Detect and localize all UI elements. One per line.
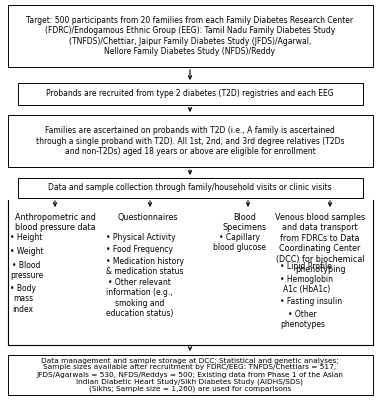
Bar <box>8 5 373 67</box>
Text: Data and sample collection through family/household visits or clinic visits: Data and sample collection through famil… <box>48 184 332 192</box>
Text: • Medication history
& medication status: • Medication history & medication status <box>106 257 184 276</box>
Text: Anthropometric and
blood pressure data: Anthropometric and blood pressure data <box>14 213 95 232</box>
Text: • Other relevant
information (e.g.,
smoking and
education status): • Other relevant information (e.g., smok… <box>106 278 173 318</box>
Text: Questionnaires: Questionnaires <box>118 213 178 222</box>
Text: • Other
phenotypes: • Other phenotypes <box>280 310 325 330</box>
Text: Families are ascertained on probands with T2D (i.e., A family is ascertained
thr: Families are ascertained on probands wit… <box>36 126 344 156</box>
Text: • Blood
pressure: • Blood pressure <box>10 261 43 280</box>
Bar <box>18 83 363 105</box>
Text: Data management and sample storage at DCC; Statistical and genetic analyses;
Sam: Data management and sample storage at DC… <box>37 358 344 392</box>
Bar <box>8 115 373 167</box>
Text: • Hemoglobin
A1c (HbA1c): • Hemoglobin A1c (HbA1c) <box>280 275 333 294</box>
Bar <box>8 355 373 395</box>
Bar <box>18 178 363 198</box>
Text: • Fasting insulin: • Fasting insulin <box>280 297 342 306</box>
Text: Blood
Specimens: Blood Specimens <box>223 213 267 232</box>
Text: Target: 500 participants from 20 families from each Family Diabetes Research Cen: Target: 500 participants from 20 familie… <box>26 16 354 56</box>
Text: • Lipid Profile: • Lipid Profile <box>280 262 332 271</box>
Text: • Capillary
blood glucose: • Capillary blood glucose <box>213 233 266 252</box>
Text: Probands are recruited from type 2 diabetes (T2D) registries and each EEG: Probands are recruited from type 2 diabe… <box>46 90 334 98</box>
Text: • Weight: • Weight <box>10 247 44 256</box>
Text: • Food Frequency: • Food Frequency <box>106 245 173 254</box>
Text: Venous blood samples
and data transport
from FDRCs to Data
Coordinating Center
(: Venous blood samples and data transport … <box>275 213 365 274</box>
Text: • Physical Activity: • Physical Activity <box>106 233 176 242</box>
Text: • Body
mass
index: • Body mass index <box>10 284 36 314</box>
Text: • Height: • Height <box>10 233 42 242</box>
